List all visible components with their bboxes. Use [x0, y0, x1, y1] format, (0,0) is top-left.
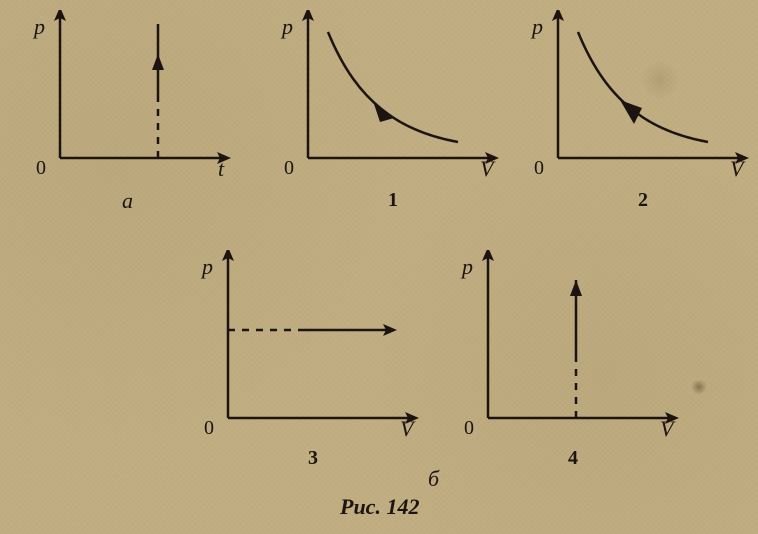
curve-arrowhead	[374, 104, 394, 122]
curve-arrowhead	[620, 100, 642, 124]
y-axis-label: p	[202, 256, 213, 278]
diagram-2: p V 0 2	[520, 10, 750, 210]
diagram-2-svg	[520, 10, 750, 180]
diagram-3: p V 0 3	[190, 250, 420, 470]
process-arrowhead	[152, 54, 164, 70]
sub-label-1: 1	[388, 190, 398, 210]
origin-label: 0	[284, 158, 294, 178]
origin-label: 0	[464, 418, 474, 438]
diagram-3-svg	[190, 250, 420, 440]
origin-label: 0	[204, 418, 214, 438]
x-axis-label: t	[218, 158, 224, 180]
diagram-4-svg	[450, 250, 680, 440]
sub-label-3: 3	[308, 448, 318, 468]
sub-label-2: 2	[638, 190, 648, 210]
diagram-4: p V 0 4	[450, 250, 680, 470]
y-axis-label: p	[282, 16, 293, 38]
x-axis-label: V	[480, 158, 493, 180]
x-axis-label: V	[730, 158, 743, 180]
diagram-a-svg	[22, 10, 232, 180]
x-axis-label: V	[660, 418, 673, 440]
group-label-b: б	[428, 468, 439, 490]
y-axis-label: p	[532, 16, 543, 38]
sub-label-a: а	[122, 190, 133, 212]
diagram-1: p V 0 1	[270, 10, 500, 210]
x-axis-label: V	[400, 418, 413, 440]
scan-stain	[690, 380, 708, 394]
diagram-1-svg	[270, 10, 500, 180]
isotherm-curve	[578, 32, 708, 142]
origin-label: 0	[534, 158, 544, 178]
y-axis-label: p	[34, 16, 45, 38]
process-arrowhead	[570, 280, 582, 296]
figure-caption: Рис. 142	[340, 494, 419, 520]
origin-label: 0	[36, 158, 46, 178]
isotherm-curve	[328, 32, 458, 142]
diagram-a: p t 0 а	[22, 10, 232, 210]
sub-label-4: 4	[568, 448, 578, 468]
y-axis-label: p	[462, 256, 473, 278]
